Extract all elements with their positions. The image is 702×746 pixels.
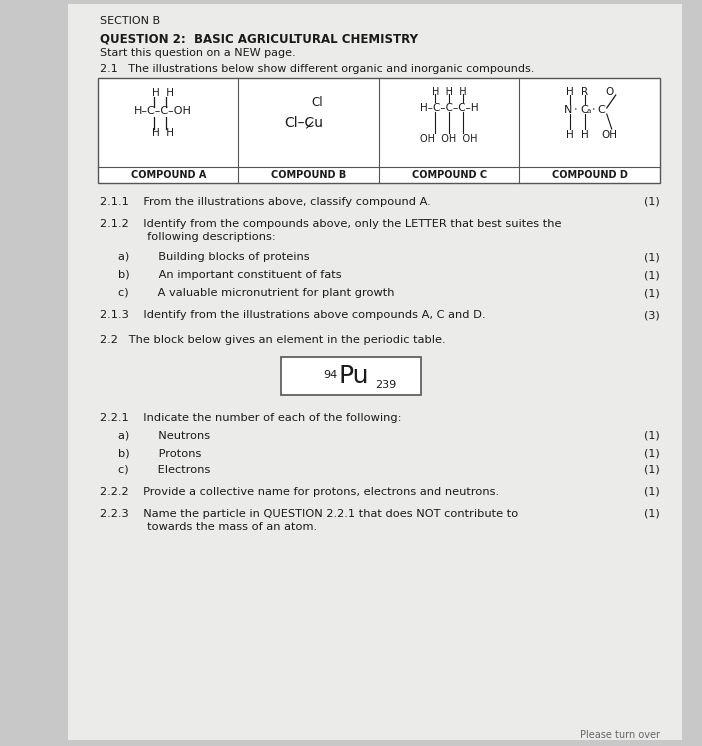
Text: H  H: H H <box>152 88 174 98</box>
Text: 2.2.1    Indicate the number of each of the following:: 2.2.1 Indicate the number of each of the… <box>100 413 402 423</box>
Text: (1): (1) <box>644 465 660 475</box>
Text: R: R <box>581 87 588 97</box>
Text: OH: OH <box>602 130 618 140</box>
Text: N: N <box>564 105 572 115</box>
Text: H  H: H H <box>152 128 174 138</box>
Text: b)        An important constituent of fats: b) An important constituent of fats <box>118 270 342 280</box>
Text: 94: 94 <box>323 370 337 380</box>
FancyBboxPatch shape <box>98 78 660 183</box>
Text: H  H  H: H H H <box>432 87 467 97</box>
Text: 2.2.2    Provide a collective name for protons, electrons and neutrons.: 2.2.2 Provide a collective name for prot… <box>100 487 499 497</box>
Text: Start this question on a NEW page.: Start this question on a NEW page. <box>100 48 296 58</box>
Text: Cl–Cu: Cl–Cu <box>284 116 323 130</box>
Text: COMPOUND B: COMPOUND B <box>271 170 346 180</box>
Text: (1): (1) <box>644 270 660 280</box>
Text: H: H <box>566 87 574 97</box>
Text: SECTION B: SECTION B <box>100 16 160 26</box>
FancyBboxPatch shape <box>281 357 421 395</box>
Text: (1): (1) <box>644 487 660 497</box>
Text: 2.1.1    From the illustrations above, classify compound A.: 2.1.1 From the illustrations above, clas… <box>100 197 431 207</box>
Text: Pu: Pu <box>339 364 369 388</box>
Text: 2.1.3    Identify from the illustrations above compounds A, C and D.: 2.1.3 Identify from the illustrations ab… <box>100 310 486 320</box>
Text: c)        Electrons: c) Electrons <box>118 465 211 475</box>
Text: Please turn over: Please turn over <box>580 730 660 740</box>
Text: following descriptions:: following descriptions: <box>100 232 276 242</box>
Text: a)        Neutrons: a) Neutrons <box>118 431 210 441</box>
Text: (1): (1) <box>644 431 660 441</box>
Text: c)        A valuable micronutrient for plant growth: c) A valuable micronutrient for plant gr… <box>118 288 395 298</box>
Text: O: O <box>606 87 614 97</box>
Text: (1): (1) <box>644 509 660 519</box>
Text: H: H <box>581 130 588 140</box>
Text: a)        Building blocks of proteins: a) Building blocks of proteins <box>118 252 310 262</box>
Text: COMPOUND C: COMPOUND C <box>411 170 486 180</box>
Text: towards the mass of an atom.: towards the mass of an atom. <box>100 522 317 532</box>
Text: (1): (1) <box>644 197 660 207</box>
Text: C: C <box>598 105 606 115</box>
FancyBboxPatch shape <box>68 4 682 740</box>
Text: 2.1.2    Identify from the compounds above, only the LETTER that best suites the: 2.1.2 Identify from the compounds above,… <box>100 219 562 229</box>
Text: (1): (1) <box>644 252 660 262</box>
Text: OH  OH  OH: OH OH OH <box>420 134 478 144</box>
Text: (3): (3) <box>644 310 660 320</box>
Text: b)        Protons: b) Protons <box>118 448 201 458</box>
Text: 2.2   The block below gives an element in the periodic table.: 2.2 The block below gives an element in … <box>100 335 446 345</box>
Text: H–C–C–C–H: H–C–C–C–H <box>420 103 479 113</box>
Text: (1): (1) <box>644 448 660 458</box>
Text: 2.1   The illustrations below show different organic and inorganic compounds.: 2.1 The illustrations below show differe… <box>100 64 534 74</box>
Text: COMPOUND D: COMPOUND D <box>552 170 628 180</box>
Text: H–C–C–OH: H–C–C–OH <box>134 106 192 116</box>
Text: 2.2.3    Name the particle in QUESTION 2.2.1 that does NOT contribute to: 2.2.3 Name the particle in QUESTION 2.2.… <box>100 509 518 519</box>
Text: COMPOUND A: COMPOUND A <box>131 170 206 180</box>
Text: a: a <box>587 108 591 114</box>
Text: C: C <box>581 105 588 115</box>
Text: H: H <box>566 130 574 140</box>
Text: (1): (1) <box>644 288 660 298</box>
Text: Cl: Cl <box>311 96 322 109</box>
Text: 239: 239 <box>375 380 396 390</box>
Text: QUESTION 2:  BASIC AGRICULTURAL CHEMISTRY: QUESTION 2: BASIC AGRICULTURAL CHEMISTRY <box>100 32 418 45</box>
